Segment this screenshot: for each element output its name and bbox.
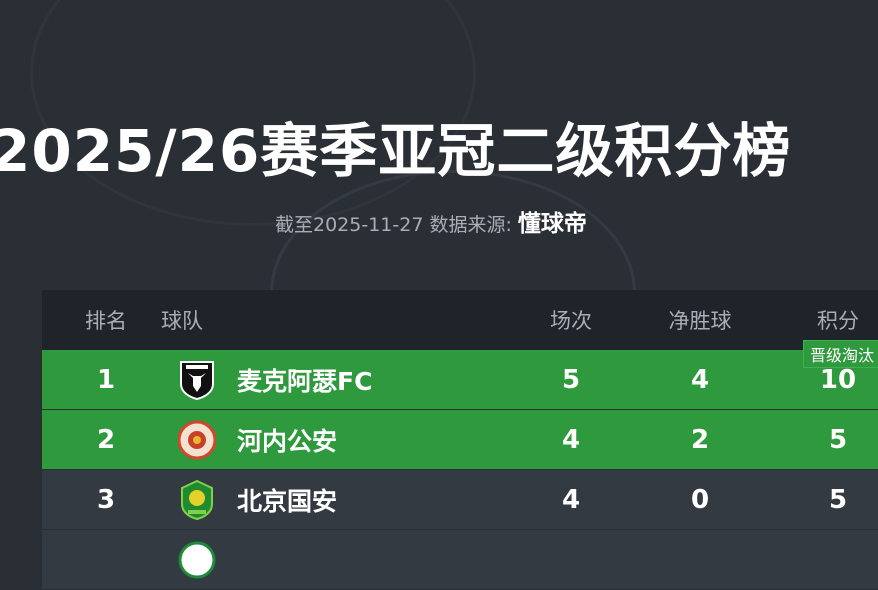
team-name: 北京国安 — [237, 486, 338, 516]
points: 5 — [828, 424, 848, 455]
team-name: 河内公安 — [237, 426, 338, 456]
standings-table: 排名 球队 场次 净胜球 积分 晋级淘汰 1 麦克阿瑟FC 5 4 10 2 河… — [42, 290, 878, 590]
goal-difference: 4 — [690, 364, 710, 395]
points: 10 — [819, 364, 857, 395]
table-row: 晋级淘汰 1 麦克阿瑟FC 5 4 10 — [42, 340, 878, 410]
date-source-label: 截至2025-11-27 数据来源: — [275, 214, 512, 236]
goal-difference: 2 — [690, 424, 710, 455]
played: 4 — [561, 424, 581, 455]
played: 4 — [561, 484, 581, 515]
subtitle: 截至2025-11-27 数据来源: 懂球帝 — [275, 204, 587, 238]
points: 5 — [828, 484, 848, 515]
page-title: 2025/26赛季亚冠二级积分榜 — [0, 117, 792, 185]
header-goal-difference: 净胜球 — [668, 309, 732, 333]
table-row: 2 河内公安 4 2 5 — [42, 410, 878, 470]
header-team: 球队 — [161, 309, 203, 333]
rank: 3 — [96, 484, 116, 515]
table-header: 排名 球队 场次 净胜球 积分 — [42, 290, 878, 350]
header-points: 积分 — [817, 309, 859, 333]
team-name: 麦克阿瑟FC — [237, 366, 373, 396]
team-logo — [178, 541, 216, 579]
rank: 2 — [96, 424, 116, 455]
table-row-partial — [42, 530, 878, 590]
rank: 1 — [96, 364, 116, 395]
header-played: 场次 — [550, 309, 592, 333]
header-rank: 排名 — [85, 309, 127, 333]
hanoi-police-logo — [178, 420, 216, 460]
table-row: 3 北京国安 4 0 5 — [42, 470, 878, 530]
beijing-guoan-logo — [181, 480, 213, 520]
played: 5 — [561, 364, 581, 395]
qualify-badge: 晋级淘汰 — [803, 340, 878, 368]
macarthur-fc-logo — [180, 361, 214, 400]
source-name: 懂球帝 — [517, 211, 587, 237]
goal-difference: 0 — [690, 484, 710, 515]
